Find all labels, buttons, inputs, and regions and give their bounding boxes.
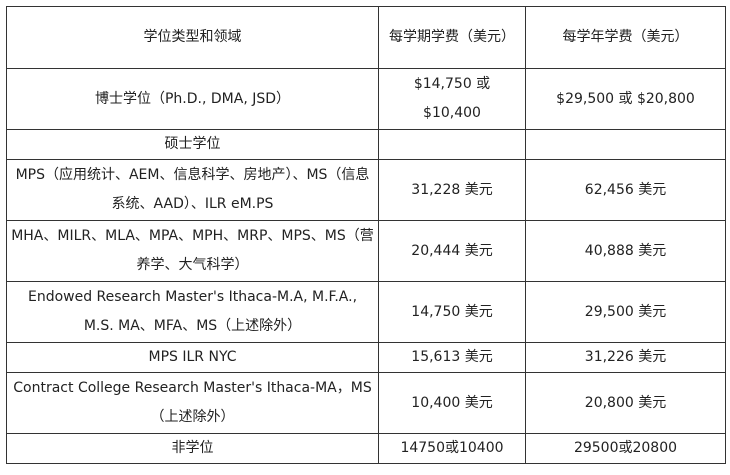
year-fee-cell: 29500或20800 xyxy=(525,433,726,464)
table-row: Contract College Research Master's Ithac… xyxy=(6,372,726,434)
semester-fee-cell: 14,750 美元 xyxy=(378,281,526,343)
table-row: MHA、MILR、MLA、MPA、MPH、MRP、MPS、MS（营养学、大气科学… xyxy=(6,220,726,282)
semester-fee-cell: 15,613 美元 xyxy=(378,342,526,373)
semester-fee-cell: 31,228 美元 xyxy=(378,159,526,221)
header-degree-type: 学位类型和领域 xyxy=(6,6,379,69)
semester-fee-cell: 20,444 美元 xyxy=(378,220,526,282)
degree-cell: MPS ILR NYC xyxy=(6,342,379,373)
table-row: Endowed Research Master's Ithaca-M.A, M.… xyxy=(6,281,726,343)
degree-cell: Contract College Research Master's Ithac… xyxy=(6,372,379,434)
semester-fee-cell: $14,750 或 $10,400 xyxy=(378,68,526,130)
year-fee-cell: $29,500 或 $20,800 xyxy=(525,68,726,130)
table-header-row: 学位类型和领域 每学期学费（美元） 每学年学费（美元） xyxy=(6,6,726,69)
year-fee-cell: 31,226 美元 xyxy=(525,342,726,373)
year-fee-cell: 62,456 美元 xyxy=(525,159,726,221)
degree-cell: 博士学位（Ph.D., DMA, JSD） xyxy=(6,68,379,130)
table-row: MPS（应用统计、AEM、信息科学、房地产）、MS（信息系统、AAD）、ILR … xyxy=(6,159,726,221)
year-fee-cell: 40,888 美元 xyxy=(525,220,726,282)
header-per-year: 每学年学费（美元） xyxy=(525,6,726,69)
table-row: MPS ILR NYC 15,613 美元 31,226 美元 xyxy=(6,342,726,373)
year-fee-cell: 29,500 美元 xyxy=(525,281,726,343)
table-row: 博士学位（Ph.D., DMA, JSD） $14,750 或 $10,400 … xyxy=(6,68,726,130)
degree-cell: 非学位 xyxy=(6,433,379,464)
header-per-semester: 每学期学费（美元） xyxy=(378,6,526,69)
degree-cell: Endowed Research Master's Ithaca-M.A, M.… xyxy=(6,281,379,343)
degree-cell: MHA、MILR、MLA、MPA、MPH、MRP、MPS、MS（营养学、大气科学… xyxy=(6,220,379,282)
table-row: 非学位 14750或10400 29500或20800 xyxy=(6,433,726,464)
table-row: 硕士学位 xyxy=(6,129,726,160)
year-fee-cell xyxy=(525,129,726,160)
semester-fee-cell xyxy=(378,129,526,160)
degree-cell: 硕士学位 xyxy=(6,129,379,160)
degree-cell: MPS（应用统计、AEM、信息科学、房地产）、MS（信息系统、AAD）、ILR … xyxy=(6,159,379,221)
semester-fee-cell: 10,400 美元 xyxy=(378,372,526,434)
tuition-table: 学位类型和领域 每学期学费（美元） 每学年学费（美元） 博士学位（Ph.D., … xyxy=(6,6,726,464)
semester-fee-cell: 14750或10400 xyxy=(378,433,526,464)
year-fee-cell: 20,800 美元 xyxy=(525,372,726,434)
